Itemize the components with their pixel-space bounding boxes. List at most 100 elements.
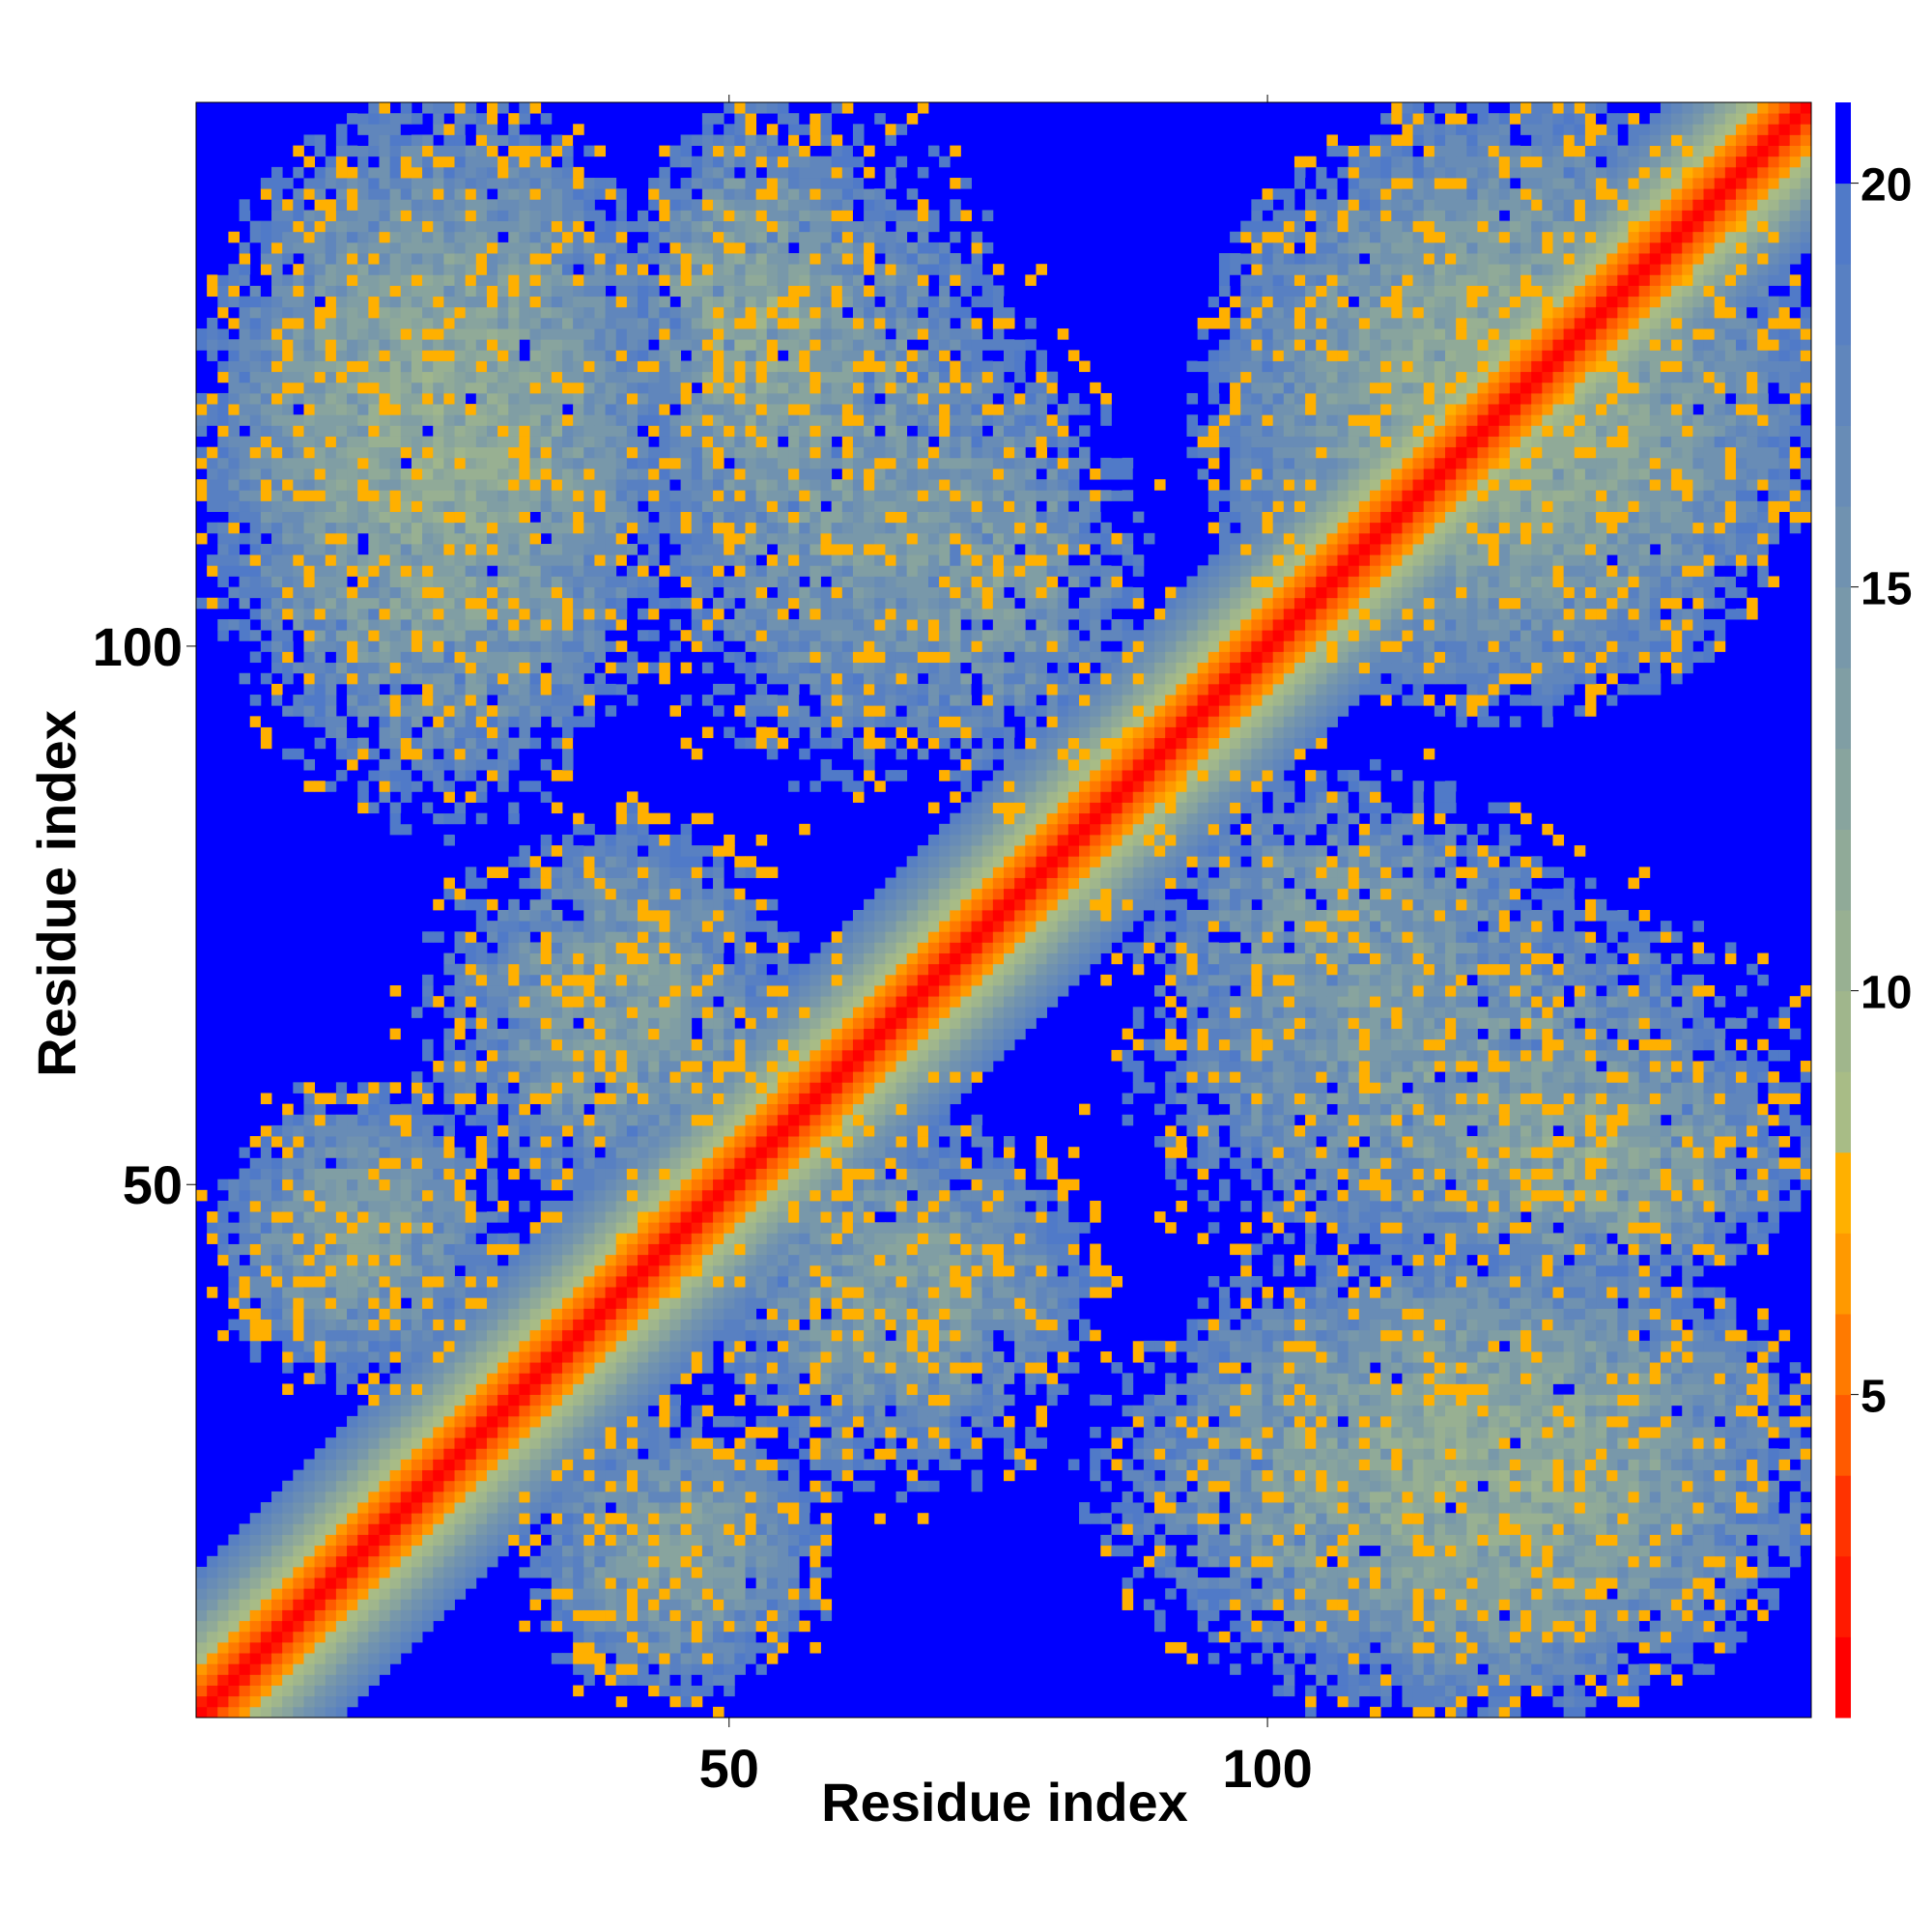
heatmap-cell <box>669 1566 681 1578</box>
heatmap-cell <box>519 672 530 685</box>
heatmap-cell <box>551 522 563 534</box>
heatmap-cell <box>594 306 606 319</box>
heatmap-cell <box>508 1297 520 1309</box>
heatmap-cell <box>475 1136 488 1148</box>
heatmap-cell <box>605 1437 617 1449</box>
heatmap-cell <box>583 522 595 534</box>
heatmap-cell <box>594 479 606 491</box>
heatmap-cell <box>594 630 606 641</box>
heatmap-cell <box>669 898 681 911</box>
heatmap-cell <box>335 597 348 610</box>
heatmap-cell <box>389 414 402 426</box>
heatmap-cell <box>400 1168 412 1180</box>
heatmap-cell <box>411 1308 423 1320</box>
heatmap-cell <box>540 758 553 771</box>
heatmap-cell <box>475 414 488 426</box>
heatmap-cell <box>217 576 229 587</box>
heatmap-cell <box>433 1437 444 1449</box>
heatmap-cell <box>335 1168 348 1180</box>
heatmap-cell <box>303 1502 316 1514</box>
heatmap-cell <box>260 619 272 631</box>
heatmap-cell <box>669 371 681 384</box>
heatmap-cell <box>648 296 660 308</box>
heatmap-cell <box>573 1179 584 1191</box>
heatmap-cell <box>335 274 348 286</box>
heatmap-cell <box>454 285 467 298</box>
heatmap-cell <box>486 339 498 351</box>
heatmap-cell <box>271 1319 283 1331</box>
heatmap-cell <box>551 608 563 620</box>
heatmap-cell <box>615 522 628 534</box>
heatmap-cell <box>669 1545 681 1557</box>
heatmap-cell <box>260 1222 272 1234</box>
heatmap-cell <box>389 1168 402 1180</box>
heatmap-cell <box>475 1061 488 1072</box>
heatmap-cell <box>519 425 530 437</box>
heatmap-cell <box>626 285 639 298</box>
heatmap-cell <box>583 640 595 652</box>
heatmap-cell <box>594 1480 606 1492</box>
heatmap-cell <box>411 210 423 222</box>
heatmap-cell <box>335 1222 348 1234</box>
heatmap-cell <box>475 113 488 125</box>
heatmap-cell <box>347 1362 358 1374</box>
heatmap-cell <box>648 220 660 233</box>
heatmap-cell <box>615 1264 628 1277</box>
heatmap-cell <box>659 1523 670 1535</box>
heatmap-cell <box>228 1275 240 1288</box>
heatmap-cell <box>433 392 444 405</box>
heatmap-cell <box>400 1491 412 1503</box>
heatmap-cell <box>271 274 283 286</box>
heatmap-cell <box>422 996 434 1008</box>
heatmap-cell <box>282 1523 294 1535</box>
heatmap-cell <box>347 392 358 405</box>
heatmap-cell <box>400 1415 412 1428</box>
heatmap-cell <box>314 231 327 243</box>
heatmap-cell <box>400 231 412 243</box>
heatmap-cell <box>573 220 584 233</box>
heatmap-cell <box>314 145 327 157</box>
heatmap-cell <box>271 716 283 727</box>
heatmap-cell <box>249 608 262 620</box>
heatmap-cell <box>228 532 240 545</box>
heatmap-cell <box>314 1351 327 1363</box>
heatmap-cell <box>228 1534 240 1547</box>
heatmap-cell <box>594 834 606 846</box>
heatmap-cell <box>638 457 649 469</box>
heatmap-cell <box>196 1620 208 1633</box>
heatmap-cell <box>680 1695 693 1708</box>
heatmap-cell <box>648 597 660 610</box>
heatmap-cell <box>433 672 444 685</box>
heatmap-cell <box>475 1222 488 1234</box>
heatmap-cell <box>411 231 423 243</box>
heatmap-cell <box>594 1028 606 1040</box>
heatmap-cell <box>648 1308 660 1320</box>
heatmap-cell <box>529 1061 542 1072</box>
heatmap-cell <box>400 1545 412 1557</box>
heatmap-cell <box>529 898 542 911</box>
heatmap-cell <box>573 1663 584 1675</box>
heatmap-cell <box>465 597 477 610</box>
heatmap-cell <box>519 1308 530 1320</box>
heatmap-cell <box>260 285 272 298</box>
heatmap-cell <box>303 446 316 459</box>
heatmap-cell <box>669 382 681 394</box>
heatmap-cell <box>529 1254 542 1266</box>
heatmap-cell <box>368 306 380 319</box>
heatmap-cell <box>303 253 316 265</box>
heatmap-cell <box>465 985 477 997</box>
heatmap-cell <box>249 532 262 545</box>
heatmap-cell <box>422 1049 434 1062</box>
heatmap-cell <box>389 695 402 706</box>
heatmap-cell <box>626 942 639 953</box>
heatmap-cell <box>465 306 477 319</box>
heatmap-cell <box>368 145 380 157</box>
heatmap-cell <box>486 1415 498 1428</box>
heatmap-cell <box>626 963 639 976</box>
heatmap-cell <box>561 985 574 997</box>
heatmap-cell <box>335 1254 348 1266</box>
heatmap-cell <box>475 662 488 674</box>
heatmap-cell <box>443 199 455 211</box>
heatmap-cell <box>400 220 412 233</box>
heatmap-cell <box>389 1513 402 1524</box>
